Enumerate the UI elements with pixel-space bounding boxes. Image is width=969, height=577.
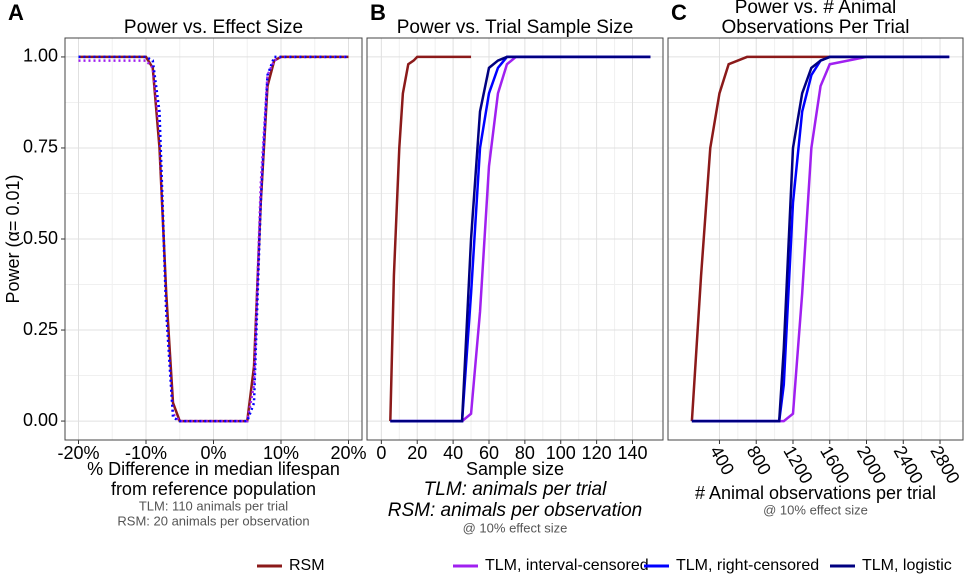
x-tick-label: 20 bbox=[407, 443, 427, 463]
x-tick-label: 800 bbox=[743, 442, 775, 478]
x-tick-label: -20% bbox=[57, 443, 99, 463]
panel-title: Power vs. # Animal bbox=[735, 0, 897, 18]
panel-border bbox=[64, 37, 363, 441]
panel-letter: A bbox=[8, 0, 24, 25]
x-axis-label: % Difference in median lifespan bbox=[87, 459, 340, 479]
axis-note: @ 10% effect size bbox=[463, 520, 568, 535]
x-tick-label: 60 bbox=[479, 443, 499, 463]
y-tick-label: 1.00 bbox=[23, 46, 58, 66]
axis-note: @ 10% effect size bbox=[763, 502, 868, 517]
panel-border bbox=[366, 37, 664, 441]
series-line bbox=[690, 55, 858, 422]
legend-label: TLM, logistic bbox=[862, 557, 952, 574]
x-tick-label: 2400 bbox=[890, 442, 927, 487]
x-tick-label: 140 bbox=[617, 443, 647, 463]
x-tick-label: 2000 bbox=[853, 442, 890, 487]
legend-label: TLM, right-censored bbox=[676, 557, 819, 574]
panel-title: Observations Per Trial bbox=[722, 17, 910, 38]
x-axis-label: RSM: animals per observation bbox=[388, 500, 643, 521]
x-tick-label: 2800 bbox=[926, 442, 963, 487]
y-tick-label: 0.50 bbox=[23, 228, 58, 248]
x-tick-label: 100 bbox=[546, 443, 576, 463]
x-tick-label: 1600 bbox=[816, 442, 853, 487]
x-tick-label: 0 bbox=[376, 443, 386, 463]
panel-letter: C bbox=[671, 0, 687, 25]
x-axis-label: # Animal observations per trial bbox=[695, 483, 936, 503]
panel-letter: B bbox=[370, 0, 386, 25]
x-tick-label: 20% bbox=[330, 443, 366, 463]
panel-border bbox=[667, 37, 964, 441]
x-tick-label: 80 bbox=[515, 443, 535, 463]
x-axis-label: from reference population bbox=[111, 479, 316, 499]
y-axis-label: Power (α= 0.01) bbox=[3, 175, 23, 304]
series-line bbox=[78, 55, 349, 423]
series-line bbox=[389, 55, 472, 422]
axis-note: RSM: 20 animals per observation bbox=[117, 513, 309, 528]
series-line bbox=[691, 55, 950, 423]
series-line bbox=[691, 55, 950, 423]
y-tick-label: 0.00 bbox=[23, 410, 58, 430]
x-tick-label: 400 bbox=[706, 442, 738, 478]
panel-title: Power vs. Effect Size bbox=[124, 17, 303, 38]
x-tick-label: -10% bbox=[125, 443, 167, 463]
x-tick-label: 1200 bbox=[779, 442, 816, 487]
x-tick-label: 10% bbox=[263, 443, 299, 463]
legend-label: TLM, interval-censored bbox=[485, 557, 649, 574]
axis-note: TLM: 110 animals per trial bbox=[139, 498, 288, 513]
panel-title: Power vs. Trial Sample Size bbox=[397, 17, 634, 38]
x-axis-label: TLM: animals per trial bbox=[424, 479, 607, 500]
y-tick-label: 0.25 bbox=[23, 319, 58, 339]
legend-label: RSM bbox=[289, 557, 325, 574]
x-tick-label: 120 bbox=[582, 443, 612, 463]
x-tick-label: 0% bbox=[200, 443, 226, 463]
x-tick-label: 40 bbox=[443, 443, 463, 463]
y-tick-label: 0.75 bbox=[23, 137, 58, 157]
series-line bbox=[390, 55, 651, 423]
x-axis-label: Sample size bbox=[466, 459, 564, 479]
